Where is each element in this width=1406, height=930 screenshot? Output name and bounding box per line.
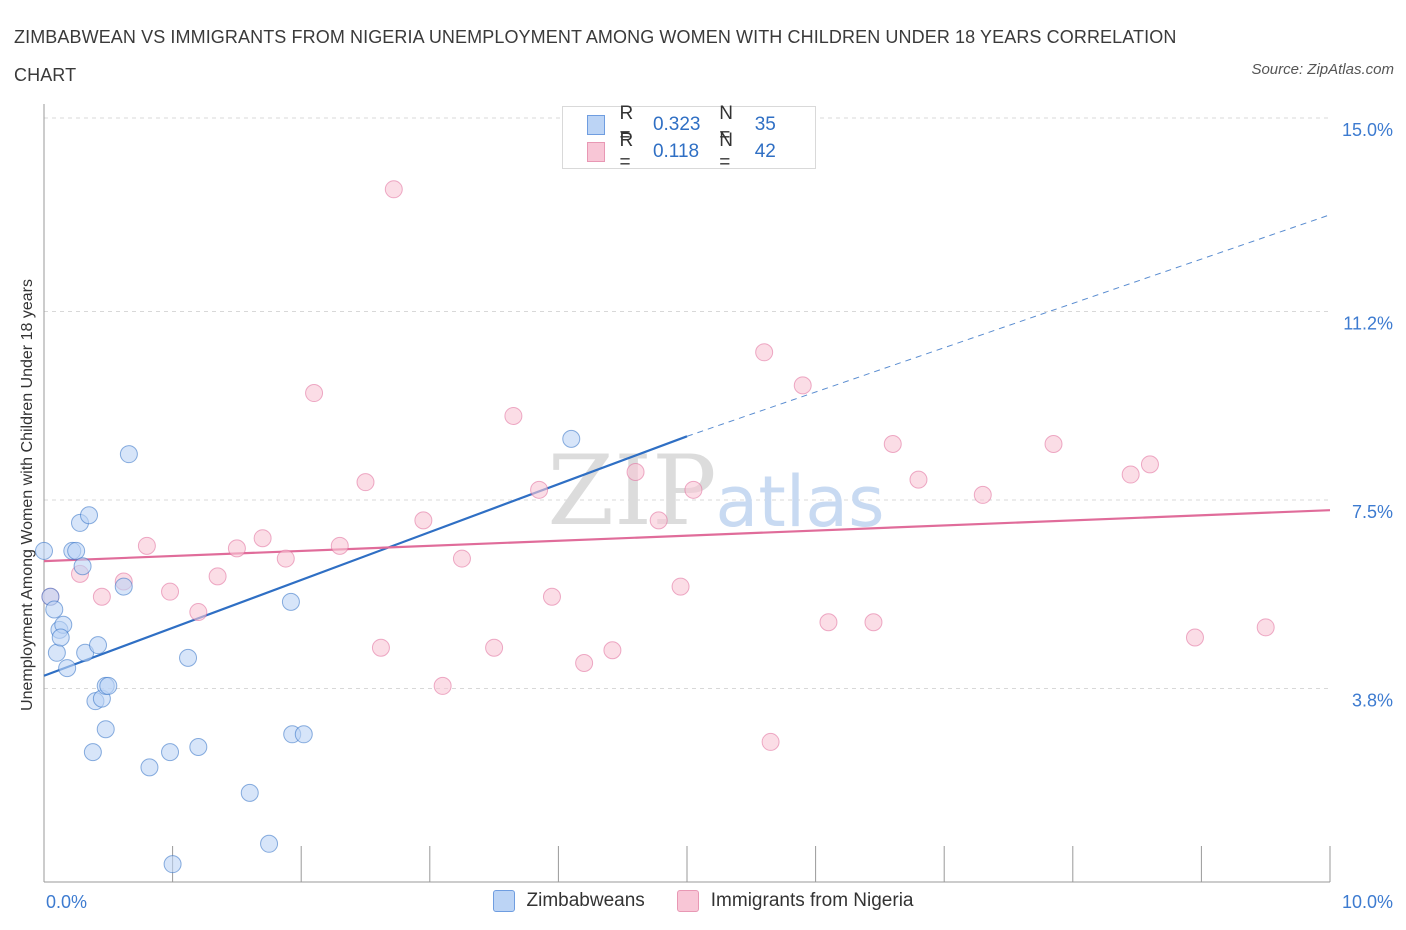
point-nigeria (649, 511, 668, 530)
point-nigeria (603, 641, 622, 660)
point-zimbabweans (47, 643, 66, 662)
point-zimbabweans (80, 506, 99, 525)
point-zimbabweans (45, 600, 64, 619)
legend-label-nigeria: Immigrants from Nigeria (710, 890, 914, 911)
point-zimbabweans (163, 855, 182, 874)
source-credit: Source: ZipAtlas.com (1251, 61, 1394, 78)
point-zimbabweans (67, 541, 86, 560)
point-nigeria (504, 406, 523, 425)
point-zimbabweans (119, 445, 138, 464)
point-nigeria (575, 653, 594, 672)
point-nigeria (1140, 455, 1159, 474)
point-nigeria (485, 638, 504, 657)
point-zimbabweans (294, 725, 313, 744)
legend-r-value: 0.118 (652, 141, 700, 162)
point-nigeria (384, 180, 403, 199)
point-zimbabweans (189, 738, 208, 757)
point-zimbabweans (179, 648, 198, 667)
point-zimbabweans (281, 592, 300, 611)
x-tick-label: 10.0% (1342, 892, 1393, 912)
point-nigeria (1044, 434, 1063, 453)
point-nigeria (883, 434, 902, 453)
legend-swatch-blue (492, 890, 515, 912)
point-nigeria (1256, 618, 1275, 637)
point-zimbabweans (73, 557, 92, 576)
legend-swatch-pink (676, 890, 699, 912)
axes (43, 104, 1331, 883)
legend-swatch-pink (587, 142, 606, 162)
trend-lines (43, 214, 1331, 677)
legend-item-zimbabweans[interactable]: Zimbabweans (492, 890, 645, 912)
point-nigeria (684, 480, 703, 499)
point-nigeria (973, 485, 992, 504)
point-nigeria (530, 480, 549, 499)
point-nigeria (330, 536, 349, 555)
legend-item-nigeria[interactable]: Immigrants from Nigeria (676, 890, 914, 912)
point-zimbabweans (161, 743, 180, 762)
point-nigeria (276, 549, 295, 568)
point-nigeria (864, 613, 883, 632)
legend-row-zimbabweans: R = 0.323 N = 35 (587, 103, 815, 146)
point-nigeria (542, 587, 561, 606)
series-legend: Zimbabweans Immigrants from Nigeria (0, 890, 1406, 912)
point-nigeria (305, 384, 324, 403)
point-nigeria (253, 529, 272, 548)
point-nigeria (819, 613, 838, 632)
point-nigeria (793, 376, 812, 395)
legend-n-label: N = (719, 103, 733, 146)
correlation-legend: R = 0.323 N = 35 R = 0.118 N = 42 (562, 103, 816, 173)
point-zimbabweans (58, 659, 77, 678)
y-tick-label: 7.5% (1352, 502, 1393, 522)
point-zimbabweans (96, 720, 115, 739)
point-nigeria (1121, 465, 1140, 484)
trend-line-nigeria (43, 509, 1331, 563)
point-zimbabweans (51, 628, 70, 647)
point-nigeria (452, 549, 471, 568)
legend-row-nigeria: R = 0.118 N = 42 (587, 130, 815, 173)
tick-labels: 3.8% 7.5% 11.2% 15.0% 0.0% 10.0% (46, 120, 1393, 912)
point-nigeria (433, 676, 452, 695)
point-nigeria (626, 462, 645, 481)
x-tick-label: 0.0% (46, 892, 87, 912)
legend-r-value: 0.323 (652, 114, 701, 135)
point-nigeria (161, 582, 180, 601)
legend-swatch-blue (587, 115, 606, 135)
trend-line-zimbabweans (43, 435, 688, 677)
point-zimbabweans (562, 429, 581, 448)
point-zimbabweans (260, 834, 279, 853)
point-zimbabweans (114, 577, 133, 596)
point-nigeria (92, 587, 111, 606)
point-nigeria (227, 539, 246, 558)
legend-n-value: 35 (754, 114, 776, 135)
point-nigeria (356, 473, 375, 492)
point-nigeria (909, 470, 928, 489)
point-nigeria (414, 511, 433, 530)
data-points (35, 119, 1275, 874)
y-tick-label: 11.2% (1343, 314, 1393, 334)
point-nigeria (371, 638, 390, 657)
point-nigeria (755, 343, 774, 362)
y-tick-label: 3.8% (1352, 690, 1393, 710)
legend-label-zimbabweans: Zimbabweans (526, 890, 645, 911)
chart-title: ZIMBABWEAN VS IMMIGRANTS FROM NIGERIA UN… (14, 27, 1177, 85)
point-nigeria (208, 567, 227, 586)
legend-n-value: 42 (754, 141, 776, 162)
point-zimbabweans (240, 783, 259, 802)
legend-n-label: N = (719, 130, 733, 173)
point-nigeria (189, 603, 208, 622)
legend-r-label: R = (619, 103, 634, 146)
point-nigeria (137, 536, 156, 555)
point-nigeria (671, 577, 690, 596)
point-zimbabweans (140, 758, 159, 777)
point-zimbabweans (89, 636, 108, 655)
point-nigeria (761, 732, 780, 751)
trend-extension-zimbabweans (686, 214, 1331, 437)
point-zimbabweans (35, 541, 53, 560)
point-zimbabweans (83, 743, 102, 762)
point-zimbabweans (99, 676, 118, 695)
y-tick-label: 15.0% (1342, 120, 1393, 140)
point-nigeria (1185, 628, 1204, 647)
legend-r-label: R = (619, 130, 634, 173)
